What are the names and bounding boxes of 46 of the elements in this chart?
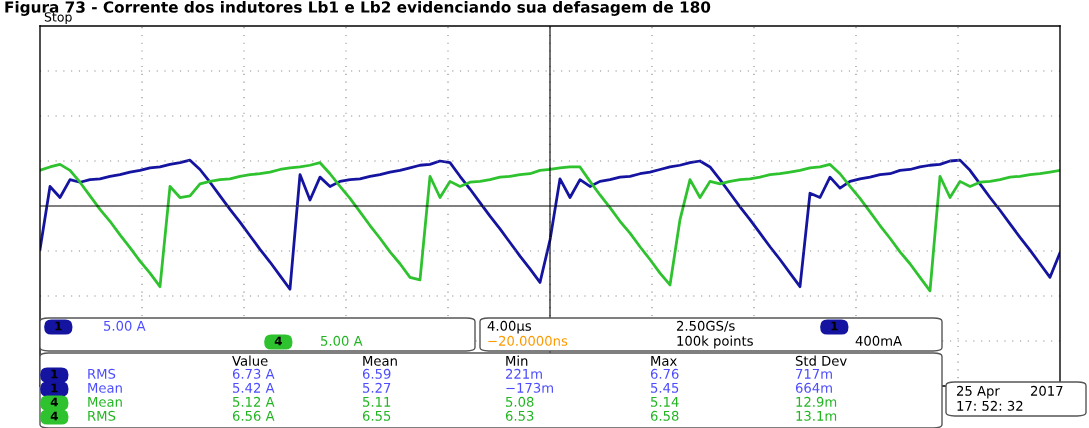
text: 221m — [505, 368, 542, 379]
text: 4 — [50, 397, 58, 407]
text: Min — [506, 355, 528, 366]
text: 5.08 — [506, 396, 534, 407]
text: 6.76 — [650, 368, 679, 379]
text: 1 — [831, 321, 838, 331]
text: 5.00 A — [104, 320, 146, 331]
text: 6.59 — [362, 368, 391, 379]
text: 1 — [55, 321, 62, 331]
text: 5.42 A — [233, 382, 275, 393]
text: 4.00µs — [487, 320, 531, 334]
text: 6.55 — [362, 410, 391, 421]
text: Mean — [363, 356, 397, 366]
text: −20.0000ns — [488, 335, 568, 346]
text: 13.1m — [796, 410, 837, 421]
text: 12.9m — [796, 396, 837, 407]
text: Value — [232, 355, 268, 366]
text: 2.50GS/s — [676, 320, 735, 332]
legend-label: 4 — [50, 411, 58, 421]
text: Std Dev — [795, 355, 847, 366]
text: 25 Apr — [956, 385, 1000, 399]
text: −173m — [506, 382, 553, 393]
text: 17: 52: 32 — [957, 400, 1023, 411]
text: Mean — [88, 383, 122, 393]
legend-label: 1 — [51, 383, 58, 393]
text: 5.45 — [651, 383, 679, 393]
text: 5.00 A — [321, 335, 363, 346]
text: 6.56 A — [232, 410, 275, 421]
text: 6.58 — [650, 410, 679, 421]
text: 5.27 — [363, 382, 391, 393]
text: 100k points — [677, 335, 753, 349]
text: 5.12 A — [233, 396, 275, 407]
text: RMS — [88, 410, 116, 421]
text: RMS — [88, 368, 116, 379]
text: 1 — [51, 369, 58, 379]
text: 5.14 — [651, 397, 679, 407]
text: 2017 — [1030, 385, 1063, 396]
text: 717m — [796, 369, 832, 379]
text: 6.73 A — [232, 368, 275, 379]
text: Mean — [88, 397, 122, 407]
text: 5.11 — [363, 397, 391, 407]
text: Max — [651, 356, 677, 366]
text: 400mA — [855, 335, 902, 346]
text: 664m — [795, 382, 832, 393]
text: 6.53 — [505, 410, 534, 421]
text: 4 — [274, 336, 282, 346]
